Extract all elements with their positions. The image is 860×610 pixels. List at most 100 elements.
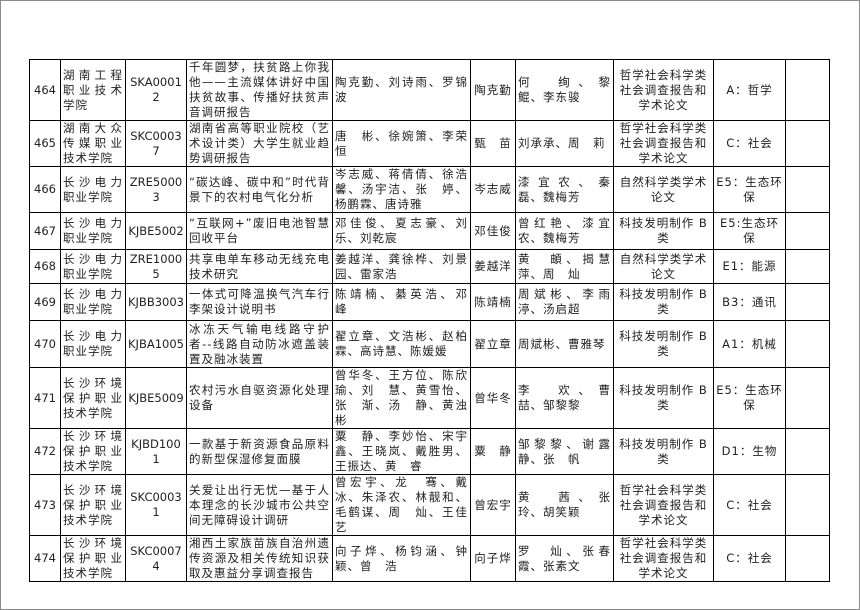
note-cell (785, 474, 830, 536)
note-cell (785, 249, 830, 284)
category-cell: 科技发明制作 B 类 (613, 212, 714, 250)
school-name-cell: 长沙环境保护职业技术学院 (60, 367, 126, 429)
team-members-cell: 岑志威、蒋倩倩、徐浩馨、汤宇洁、张 婷、杨鹏霖、唐诗雅 (332, 166, 471, 213)
project-title-cell: 一体式可降温换气汽车行李架设计说明书 (186, 283, 333, 321)
table-row: 467 长沙电力职业学院 KJBE5002 “互联网+”废旧电池智慧回收平台 邓佳俊、夏… (29, 212, 830, 250)
team-members-cell: 曾华冬、王方位、陈欣瑜、刘 慧、黄雪怡、张 渐、汤 静、黄浊彬 (332, 367, 471, 429)
team-leader-cell: 翟立章 (470, 320, 516, 368)
project-code-cell: SKA00012 (125, 59, 187, 121)
row-number-cell: 464 (29, 59, 61, 121)
advisors-cell: 罗 灿、张春霞、张素文 (515, 535, 614, 582)
subject-cell: C：社会 (713, 120, 786, 167)
school-name-cell: 长沙电力职业学院 (60, 166, 126, 213)
project-code-cell: SKC00037 (125, 120, 187, 167)
school-name-cell: 长沙电力职业学院 (60, 212, 126, 250)
team-leader-cell: 甄 苗 (470, 120, 516, 167)
school-name-cell: 长沙电力职业学院 (60, 249, 126, 284)
advisors-cell: 黄 茜、张 玲、胡笑颖 (515, 474, 614, 536)
project-code-cell: KJBD1001 (125, 428, 187, 475)
row-number-cell: 471 (29, 367, 61, 429)
team-leader-cell: 曾宏宇 (470, 474, 516, 536)
project-title-cell: 关爱让出行无忧—基于人本理念的长沙城市公共空间无障碍设计调研 (186, 474, 333, 536)
project-title-cell: 冰冻天气输电线路守护者--线路自动防冰遮盖装置及融冰装置 (186, 320, 333, 368)
note-cell (785, 166, 830, 213)
table-row: 474 长沙环境保护职业技术学院 SKC00074 湘西土家族苗族自治州遗传资源及相关… (29, 535, 830, 582)
team-leader-cell: 岑志威 (470, 166, 516, 213)
project-title-cell: 湖南省高等职业院校（艺术设计类）大学生就业趋势调研报告 (186, 120, 333, 167)
advisors-cell: 周斌彬、曹雅琴 (515, 320, 614, 368)
team-members-cell: 向子烨、杨钧涵、钟 颖、曾 浩 (332, 535, 471, 582)
advisors-cell: 曾红艳、漆宜农、魏梅芳 (515, 212, 614, 250)
category-cell: 哲学社会科学类社会调查报告和学术论文 (613, 535, 714, 582)
project-code-cell: KJBA1005 (125, 320, 187, 368)
school-name-cell: 长沙环境保护职业技术学院 (60, 535, 126, 582)
note-cell (785, 59, 830, 121)
row-number-cell: 472 (29, 428, 61, 475)
project-title-cell: 一款基于新资源食品原料的新型保湿修复面膜 (186, 428, 333, 475)
note-cell (785, 320, 830, 368)
subject-cell: E5：生态环保 (713, 367, 786, 429)
row-number-cell: 470 (29, 320, 61, 368)
team-members-cell: 陈靖楠、綦英浩、邓 峰 (332, 283, 471, 321)
project-title-cell: “互联网+”废旧电池智慧回收平台 (186, 212, 333, 250)
school-name-cell: 长沙电力职业学院 (60, 320, 126, 368)
category-cell: 哲学社会科学类社会调查报告和学术论文 (613, 474, 714, 536)
project-table: 464 湖南工程职业技术学院 SKA00012 千年圆梦，扶贫路上你我他——主流媒体讲… (29, 59, 830, 582)
school-name-cell: 湖南工程职业技术学院 (60, 59, 126, 121)
note-cell (785, 120, 830, 167)
subject-cell: C：社会 (713, 535, 786, 582)
team-leader-cell: 曾华冬 (470, 367, 516, 429)
team-members-cell: 姜越洋、龚徐桦、刘景园、雷家浩 (332, 249, 471, 284)
table-row: 464 湖南工程职业技术学院 SKA00012 千年圆梦，扶贫路上你我他——主流媒体讲… (29, 59, 830, 121)
table-row: 465 湖南大众传媒职业技术学院 SKC00037 湖南省高等职业院校（艺术设计类）大… (29, 120, 830, 167)
team-members-cell: 陶克勤、刘诗雨、罗锦波 (332, 59, 471, 121)
team-leader-cell: 陈靖楠 (470, 283, 516, 321)
row-number-cell: 473 (29, 474, 61, 536)
subject-cell: A：哲学 (713, 59, 786, 121)
team-members-cell: 唐 彬、徐婉箫、李荣恒 (332, 120, 471, 167)
project-code-cell: KJBE5002 (125, 212, 187, 250)
advisors-cell: 黄 頔、揭慧萍、周 灿 (515, 249, 614, 284)
note-cell (785, 212, 830, 250)
team-members-cell: 翟立章、文浩彬、赵柏霖、高诗慧、陈媛媛 (332, 320, 471, 368)
school-name-cell: 长沙电力职业学院 (60, 283, 126, 321)
table-row: 468 长沙电力职业学院 ZRE10005 共享电单车移动无线充电技术研究 姜越洋、龚徐… (29, 249, 830, 284)
project-title-cell: 共享电单车移动无线充电技术研究 (186, 249, 333, 284)
row-number-cell: 474 (29, 535, 61, 582)
team-leader-cell: 粟 静 (470, 428, 516, 475)
category-cell: 科技发明制作 B 类 (613, 283, 714, 321)
advisors-cell: 周斌彬、李雨渟、汤启超 (515, 283, 614, 321)
team-leader-cell: 向子烨 (470, 535, 516, 582)
note-cell (785, 283, 830, 321)
project-title-cell: “碳达峰、碳中和”时代背景下的农村电气化分析 (186, 166, 333, 213)
table-row: 469 长沙电力职业学院 KJBB3003 一体式可降温换气汽车行李架设计说明书 陈靖楠… (29, 283, 830, 321)
table-row: 472 长沙环境保护职业技术学院 KJBD1001 一款基于新资源食品原料的新型保湿修… (29, 428, 830, 475)
row-number-cell: 466 (29, 166, 61, 213)
team-leader-cell: 姜越洋 (470, 249, 516, 284)
table-row: 466 长沙电力职业学院 ZRE50003 “碳达峰、碳中和”时代背景下的农村电气化分… (29, 166, 830, 213)
row-number-cell: 465 (29, 120, 61, 167)
project-code-cell: ZRE10005 (125, 249, 187, 284)
project-title-cell: 千年圆梦，扶贫路上你我他——主流媒体讲好中国扶贫故事、传播好扶贫声音调研报告 (186, 59, 333, 121)
school-name-cell: 长沙环境保护职业技术学院 (60, 428, 126, 475)
category-cell: 哲学社会科学类社会调查报告和学术论文 (613, 120, 714, 167)
row-number-cell: 467 (29, 212, 61, 250)
subject-cell: E5:生态环保 (713, 212, 786, 250)
project-code-cell: ZRE50003 (125, 166, 187, 213)
project-code-cell: SKC00074 (125, 535, 187, 582)
note-cell (785, 535, 830, 582)
advisors-cell: 邹黎黎、谢露静、张 帆 (515, 428, 614, 475)
project-code-cell: KJBE5009 (125, 367, 187, 429)
team-members-cell: 邓佳俊、夏志豪、刘 乐、刘乾宸 (332, 212, 471, 250)
subject-cell: B3：通讯 (713, 283, 786, 321)
category-cell: 自然科学类学术论文 (613, 166, 714, 213)
team-members-cell: 曾宏宇、龙 骞、戴 冰、朱泽农、林靓和、毛鹤谋、周 灿、王佳艺 (332, 474, 471, 536)
advisors-cell: 漆宜农、秦 磊、魏梅芳 (515, 166, 614, 213)
category-cell: 科技发明制作 B 类 (613, 320, 714, 368)
category-cell: 科技发明制作 B 类 (613, 428, 714, 475)
table-row: 471 长沙环境保护职业技术学院 KJBE5009 农村污水自驱资源化处理设备 曾华冬、… (29, 367, 830, 429)
table-row: 473 长沙环境保护职业技术学院 SKC00031 关爱让出行无忧—基于人本理念的长沙… (29, 474, 830, 536)
team-members-cell: 粟 静、李妙怡、宋宇鑫、王晓岚、戴胜男、王振达、黄 睿 (332, 428, 471, 475)
project-title-cell: 农村污水自驱资源化处理设备 (186, 367, 333, 429)
project-code-cell: KJBB3003 (125, 283, 187, 321)
